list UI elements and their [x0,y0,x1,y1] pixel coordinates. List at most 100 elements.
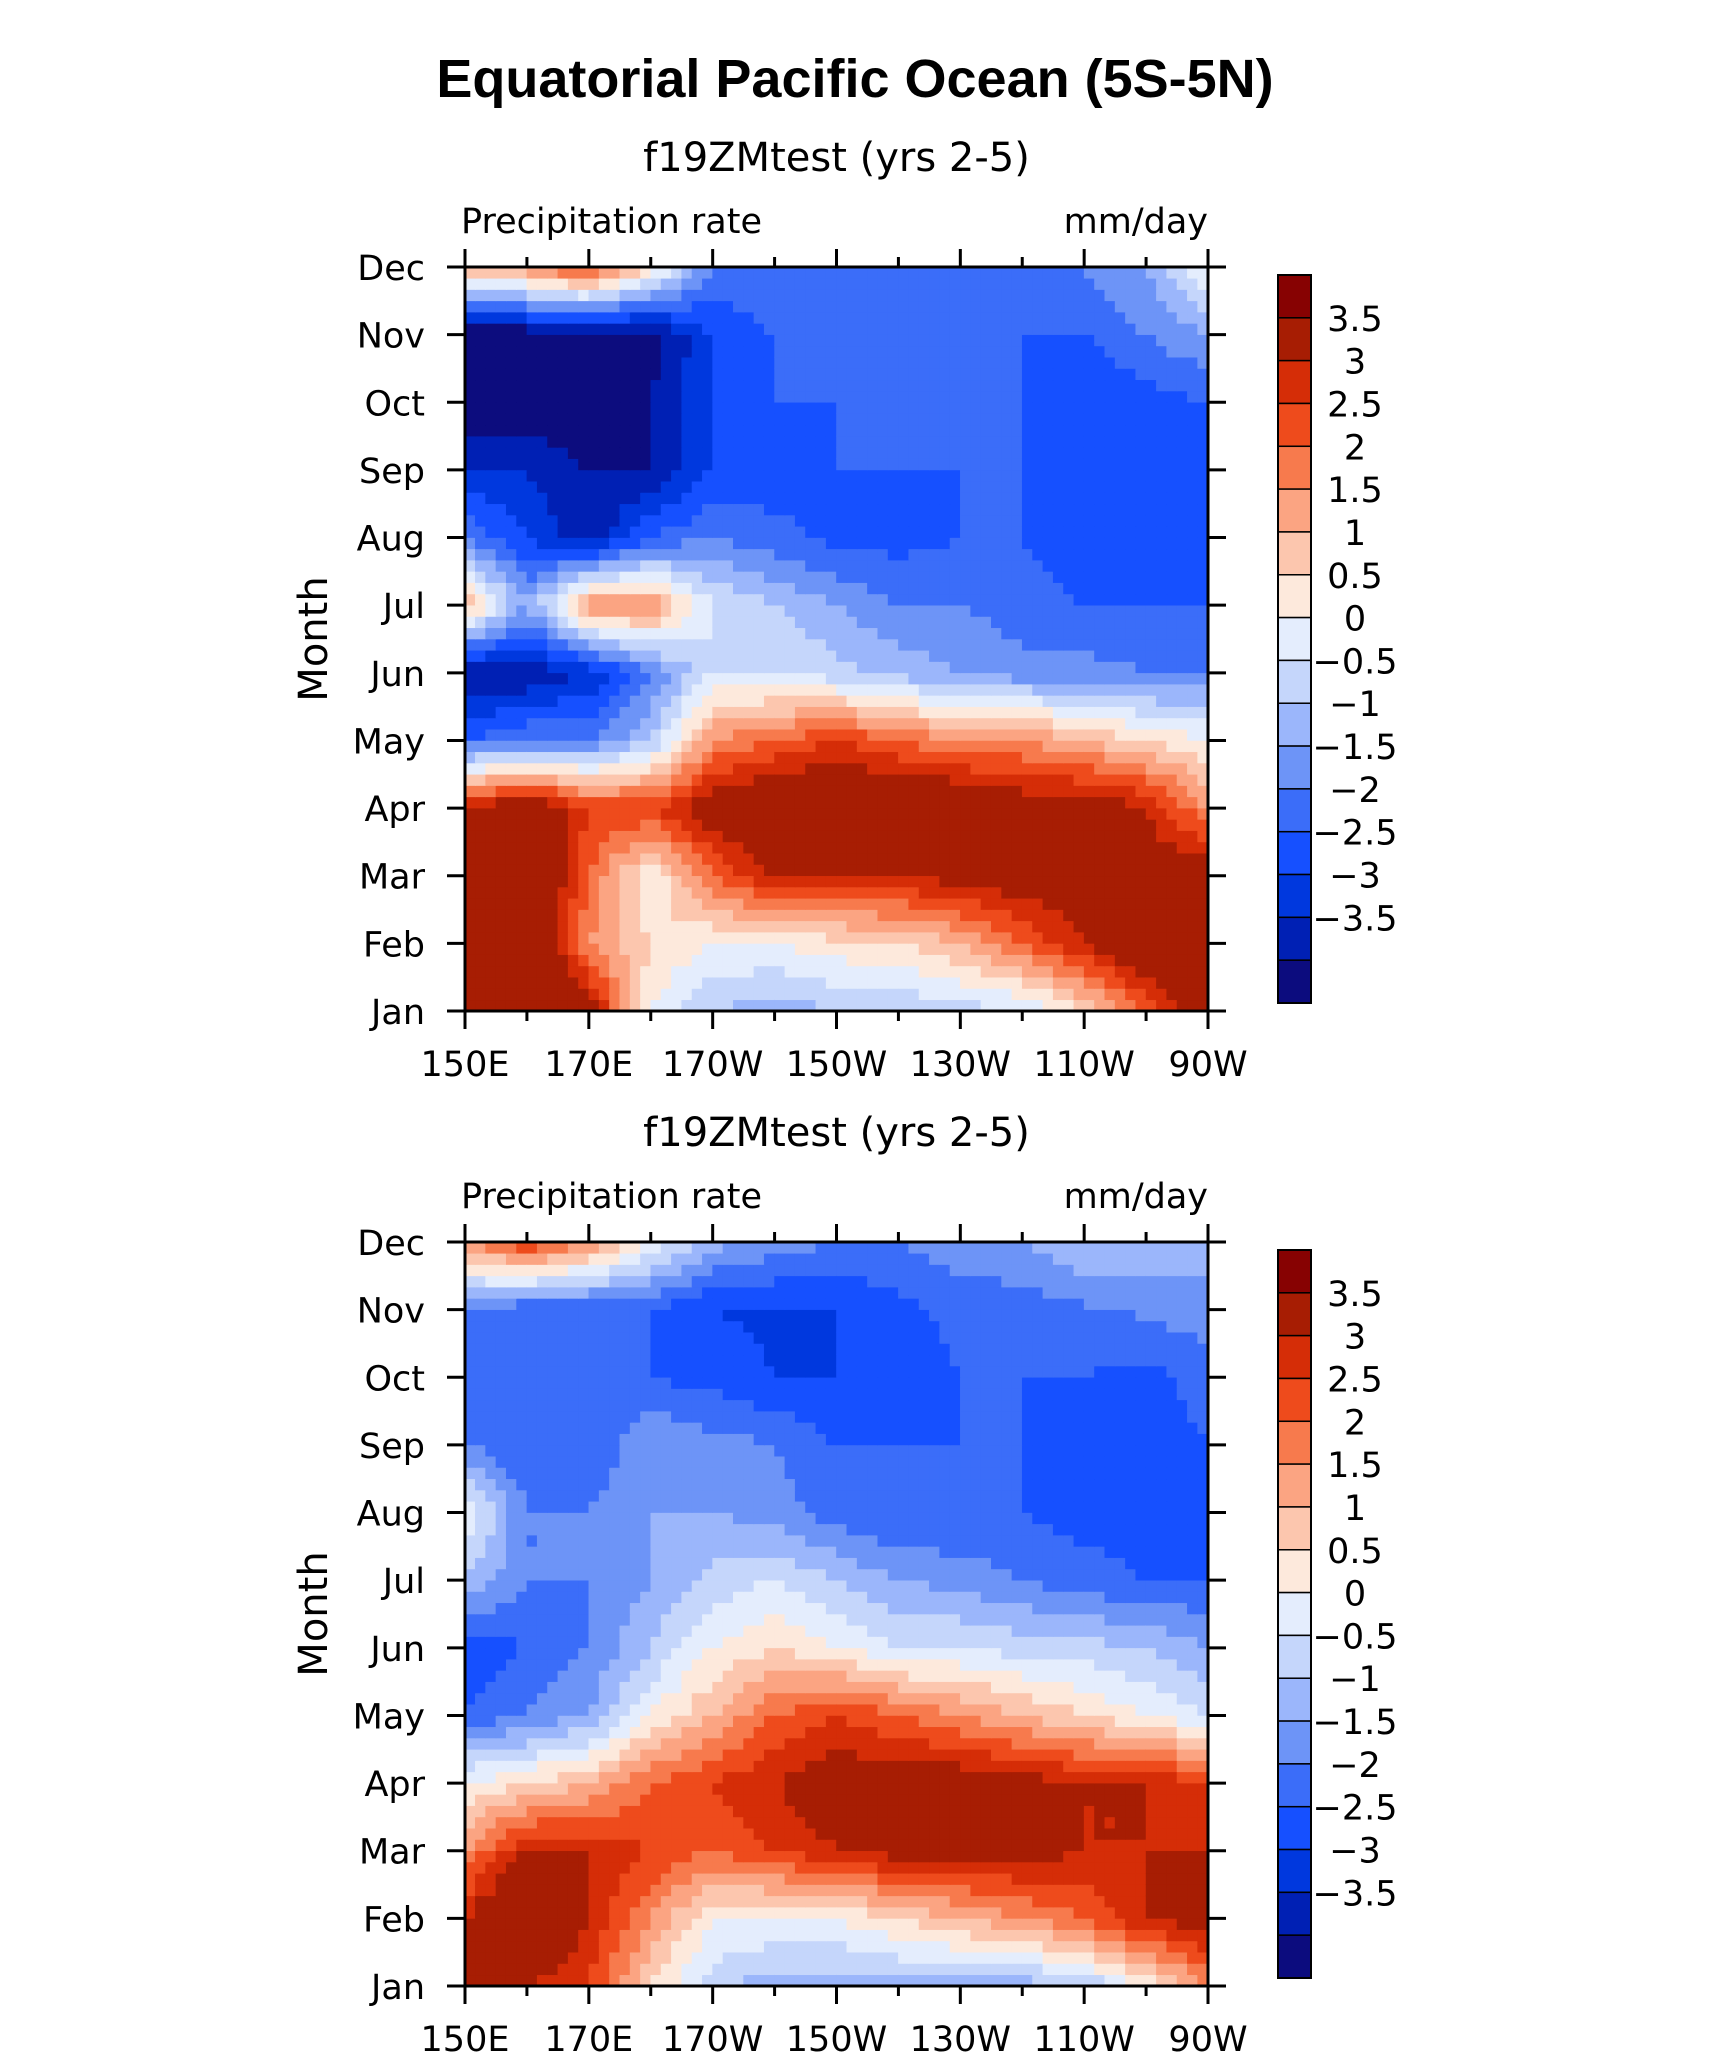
heat-cell [712,503,724,516]
heat-cell [743,480,755,493]
heat-cell [475,345,486,358]
heat-cell [846,492,858,505]
heat-cell [712,582,724,595]
heat-cell [660,728,672,741]
heat-cell [1032,751,1044,764]
heat-cell [557,413,569,426]
heat-cell [464,559,476,572]
heat-cell [825,819,837,831]
heat-cell [660,773,672,786]
heat-cell [836,582,848,595]
heat-cell [702,807,713,820]
heat-cell [867,289,879,302]
heat-cell [536,311,548,324]
heat-cell [578,401,590,414]
heat-cell [505,931,517,944]
heat-cell [774,649,786,662]
heat-cell [1135,886,1147,899]
heat-cell [805,311,817,324]
heat-cell [578,728,590,741]
heat-cell [1001,954,1013,967]
heat-cell [578,323,590,335]
heat-cell [1052,266,1064,279]
heat-cell [898,661,910,674]
heat-cell [1073,368,1085,381]
heat-cell [1166,649,1178,662]
heat-cell [702,435,713,448]
heat-cell [743,289,755,302]
heat-cell [722,886,734,899]
heat-cell [691,864,703,877]
heat-cell [619,593,631,606]
heat-cell [1073,548,1085,561]
heat-cell [1073,356,1085,369]
heat-cell [929,401,940,414]
heat-cell [516,728,528,741]
heat-cell [939,751,951,764]
heat-cell [763,762,775,775]
heat-cell [609,683,621,696]
heat-cell [1114,401,1126,414]
heat-cell [846,379,858,392]
heat-cell [929,661,940,674]
heat-cell [990,943,1002,955]
heat-cell [1073,492,1085,505]
heat-cell [1135,649,1147,662]
heat-cell [1001,909,1013,922]
heat-cell [640,300,652,313]
heat-cell [1021,492,1033,505]
heat-cell [1073,627,1085,640]
heat-cell [794,638,806,651]
heat-cell [929,830,940,843]
heat-cell [805,390,817,403]
heat-cell [763,864,775,877]
heat-cell [1063,424,1075,437]
heat-cell [1114,289,1126,302]
heat-cell [763,740,775,753]
heat-cell [805,514,817,527]
heat-cell [1042,582,1054,595]
heat-cell [774,368,786,381]
heat-cell [629,571,641,583]
heat-cell [650,965,662,978]
heat-cell [722,401,734,414]
heat-cell [867,661,879,674]
heat-cell [1073,638,1085,651]
heat-cell [1011,661,1023,674]
heat-cell [547,830,559,843]
heat-cell [794,830,806,843]
heat-cell [691,717,703,730]
heat-cell [733,266,744,279]
heat-cell [495,401,507,414]
heat-cell [619,706,631,719]
heat-cell [990,469,1002,482]
heat-cell [774,706,786,719]
heat-cell [1063,300,1075,313]
heat-cell [671,864,683,877]
heat-cell [629,1940,641,1953]
y-tick-label: Jul [381,587,425,627]
heat-cell [1104,943,1116,955]
heat-cell [1197,379,1209,392]
heat-cell [475,717,486,730]
heat-cell [691,773,703,786]
heat-cell [547,638,559,651]
heat-cell [1094,695,1106,707]
heat-cell [784,616,796,629]
heat-cell [784,469,796,482]
heat-cell [547,458,559,471]
heat-cell [1011,909,1023,922]
heat-cell [1145,661,1157,674]
heat-cell [516,751,528,764]
heat-cell [464,830,476,843]
heat-cell [1021,672,1033,685]
heat-cell [990,492,1002,505]
heat-cell [753,717,765,730]
heat-cell [970,897,982,910]
heat-cell [660,864,672,877]
heat-cell [712,413,724,426]
heat-cell [1135,525,1147,538]
colorbar-box [1277,317,1312,362]
heat-cell [598,796,610,809]
heat-cell [578,988,590,1001]
